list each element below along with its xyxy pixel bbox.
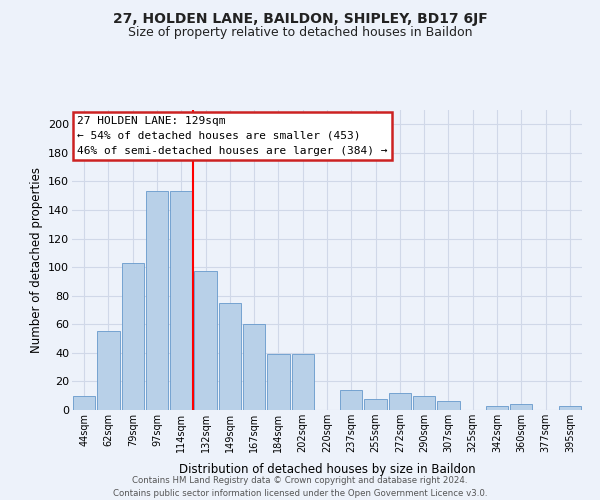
- Text: Contains HM Land Registry data © Crown copyright and database right 2024.
Contai: Contains HM Land Registry data © Crown c…: [113, 476, 487, 498]
- Bar: [73, 396, 95, 410]
- Bar: [122, 263, 144, 410]
- X-axis label: Distribution of detached houses by size in Baildon: Distribution of detached houses by size …: [179, 464, 475, 476]
- Bar: [292, 354, 314, 410]
- Bar: [340, 390, 362, 410]
- Bar: [389, 393, 411, 410]
- Bar: [194, 272, 217, 410]
- Bar: [486, 406, 508, 410]
- Text: Size of property relative to detached houses in Baildon: Size of property relative to detached ho…: [128, 26, 472, 39]
- Bar: [510, 404, 532, 410]
- Bar: [413, 396, 436, 410]
- Bar: [218, 303, 241, 410]
- Text: 27 HOLDEN LANE: 129sqm
← 54% of detached houses are smaller (453)
46% of semi-de: 27 HOLDEN LANE: 129sqm ← 54% of detached…: [77, 116, 388, 156]
- Bar: [437, 402, 460, 410]
- Y-axis label: Number of detached properties: Number of detached properties: [29, 167, 43, 353]
- Bar: [364, 398, 387, 410]
- Text: 27, HOLDEN LANE, BAILDON, SHIPLEY, BD17 6JF: 27, HOLDEN LANE, BAILDON, SHIPLEY, BD17 …: [113, 12, 487, 26]
- Bar: [170, 192, 193, 410]
- Bar: [559, 406, 581, 410]
- Bar: [267, 354, 290, 410]
- Bar: [97, 332, 119, 410]
- Bar: [243, 324, 265, 410]
- Bar: [146, 192, 168, 410]
